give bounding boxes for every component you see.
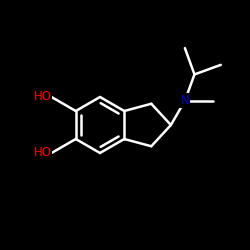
Text: N: N	[180, 94, 189, 107]
Text: HO: HO	[34, 90, 52, 104]
Text: HO: HO	[34, 146, 52, 160]
